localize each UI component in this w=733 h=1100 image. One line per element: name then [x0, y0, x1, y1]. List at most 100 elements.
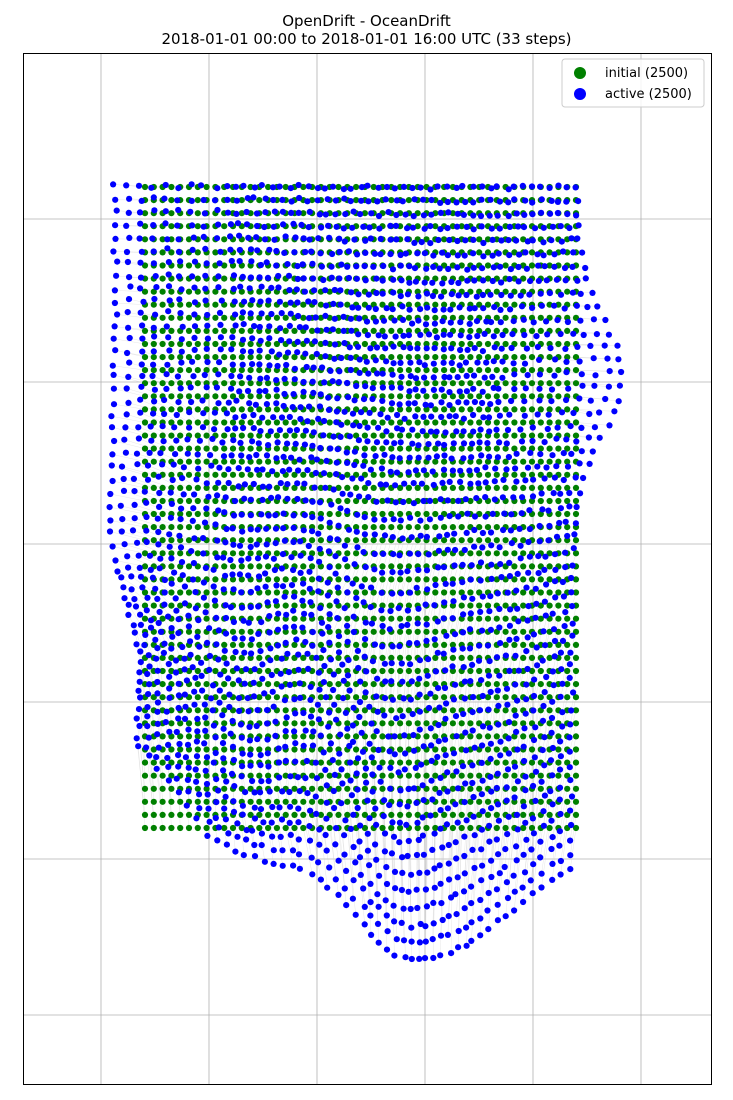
initial-particle	[238, 524, 245, 531]
initial-particle	[441, 641, 448, 649]
initial-particle	[476, 733, 483, 740]
initial-particle	[300, 667, 307, 675]
initial-particle	[572, 432, 580, 439]
initial-particle	[221, 707, 228, 714]
initial-particle	[370, 484, 377, 491]
initial-particle	[309, 563, 316, 570]
initial-particle	[537, 314, 544, 321]
initial-particle	[141, 432, 149, 439]
initial-particle	[546, 811, 553, 819]
trajectory-line	[437, 605, 445, 653]
initial-particle	[344, 720, 351, 727]
initial-particle	[405, 432, 412, 439]
initial-particle	[423, 484, 430, 491]
trajectory-line	[111, 416, 146, 423]
initial-particle	[317, 537, 324, 544]
initial-particle	[344, 628, 351, 635]
initial-particle	[520, 458, 527, 465]
initial-particle	[388, 811, 395, 819]
trajectory-line	[140, 312, 163, 318]
trajectory-line	[499, 579, 506, 610]
initial-particle	[247, 432, 254, 439]
trajectory-line	[272, 670, 278, 692]
initial-particle	[414, 432, 421, 439]
trajectory-line	[544, 723, 550, 766]
initial-particle	[449, 380, 456, 387]
initial-particle	[282, 419, 289, 426]
initial-particle	[502, 484, 509, 491]
trajectory-line	[128, 614, 146, 645]
trajectory-line	[267, 801, 273, 837]
trajectory-line	[473, 527, 480, 547]
trajectory-line	[453, 605, 462, 650]
initial-particle	[247, 811, 254, 819]
trajectory-line	[110, 520, 146, 528]
initial-particle	[159, 327, 166, 334]
initial-particle	[484, 615, 492, 622]
initial-particle	[379, 733, 386, 740]
initial-particle	[449, 707, 456, 714]
initial-particle	[221, 340, 228, 348]
initial-particle	[177, 301, 184, 308]
initial-particle	[555, 759, 562, 766]
initial-particle	[344, 550, 351, 557]
trajectory-line	[347, 566, 357, 593]
initial-particle	[353, 537, 360, 544]
initial-particle	[159, 484, 166, 491]
initial-particle	[300, 563, 307, 570]
initial-particle	[405, 811, 412, 819]
trajectory-line	[408, 762, 412, 875]
initial-particle	[317, 694, 324, 701]
trajectory-line	[488, 631, 497, 676]
initial-particle	[291, 628, 298, 635]
trajectory-line	[490, 684, 497, 744]
trajectory-line	[540, 396, 567, 401]
initial-particle	[159, 354, 166, 361]
initial-particle	[528, 367, 536, 374]
initial-particle	[194, 707, 201, 714]
trajectory-line	[227, 657, 234, 679]
initial-particle	[467, 419, 474, 426]
initial-particle	[273, 393, 280, 400]
initial-particle	[282, 327, 289, 334]
initial-particle	[247, 628, 254, 635]
initial-particle	[194, 458, 201, 465]
initial-particle	[256, 772, 263, 779]
initial-particle	[502, 615, 509, 622]
trajectory-line	[359, 657, 366, 718]
trajectory-line	[151, 440, 172, 449]
initial-particle	[300, 602, 307, 609]
initial-particle	[484, 602, 492, 609]
initial-particle	[256, 197, 263, 204]
initial-particle	[423, 314, 430, 321]
trajectory-line	[575, 356, 619, 360]
trajectory-line	[159, 568, 181, 580]
initial-particle	[185, 589, 193, 596]
initial-particle	[484, 550, 492, 557]
initial-particle	[273, 785, 280, 792]
initial-particle	[194, 484, 201, 491]
trajectory-line	[401, 605, 410, 664]
initial-particle	[546, 458, 553, 465]
trajectory-line	[142, 375, 163, 384]
trajectory-line	[513, 827, 524, 911]
initial-particle	[370, 628, 377, 635]
initial-particle	[502, 406, 509, 413]
trajectory-line	[126, 414, 154, 423]
initial-particle	[555, 510, 562, 518]
trajectory-line	[114, 302, 146, 305]
initial-particle	[291, 471, 298, 478]
initial-particle	[150, 367, 157, 374]
initial-particle	[353, 550, 360, 557]
trajectory-line	[542, 710, 550, 751]
trajectory-line	[392, 513, 401, 538]
initial-particle	[256, 406, 263, 413]
initial-particle	[397, 367, 404, 374]
trajectory-line	[533, 697, 541, 741]
initial-particle	[484, 445, 492, 452]
initial-particle	[326, 824, 333, 832]
initial-particle	[194, 406, 201, 413]
initial-particle	[432, 419, 439, 426]
initial-particle	[168, 419, 175, 426]
initial-particle	[265, 563, 272, 570]
